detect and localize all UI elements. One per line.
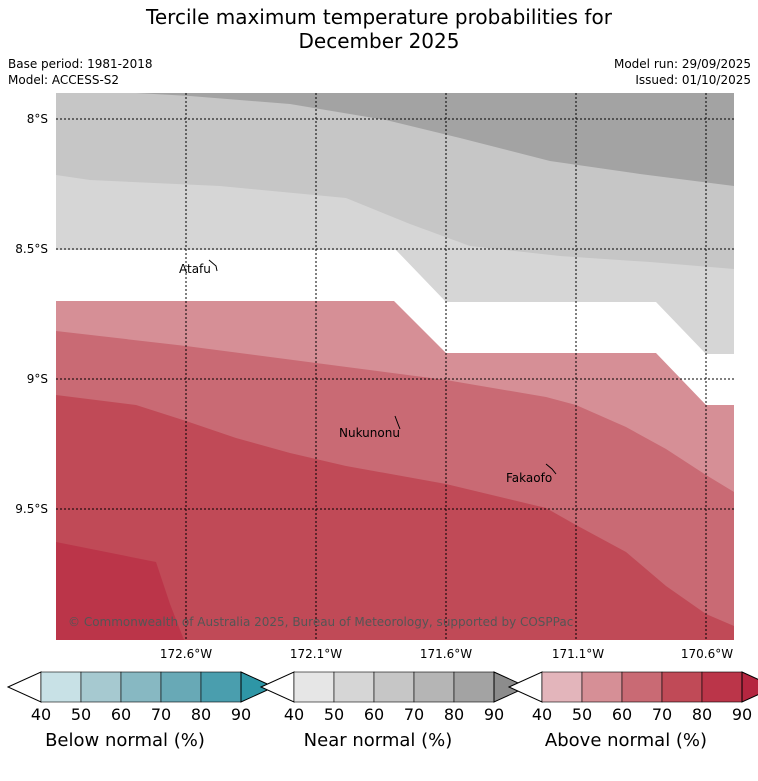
model-name: Model: ACCESS-S2 bbox=[8, 73, 120, 87]
colorbars: 40 50 60 70 80 90 40 50 60 70 80 90 40 50 60 70 80 90 bbox=[6, 671, 758, 724]
colorbar-segment bbox=[413, 671, 455, 703]
lat-tick-labels: 8°S 8.5°S 9°S 9.5°S bbox=[15, 112, 48, 516]
colorbar-tick-label: 90 bbox=[484, 705, 504, 724]
colorbar-tick-label: 80 bbox=[692, 705, 712, 724]
colorbar-tick-label: 70 bbox=[652, 705, 672, 724]
meta-left: Base period: 1981-2018 Model: ACCESS-S2 bbox=[8, 56, 153, 88]
colorbar-below: 40 50 60 70 80 90 bbox=[6, 671, 276, 724]
colorbar-tick-label: 90 bbox=[732, 705, 752, 724]
nukunonu-atoll bbox=[394, 415, 401, 430]
colorbar-tick-label: 80 bbox=[191, 705, 211, 724]
colorbar-tick-label: 60 bbox=[612, 705, 632, 724]
colorbar-segment bbox=[373, 671, 415, 703]
colorbar-segment bbox=[333, 671, 375, 703]
lat-tick-label: 8.5°S bbox=[15, 242, 48, 256]
colorbar-extend-low bbox=[259, 671, 295, 703]
colorbar-extend-high bbox=[741, 671, 758, 703]
lat-tick-label: 8°S bbox=[27, 112, 48, 126]
colorbar-tick-label: 50 bbox=[324, 705, 344, 724]
place-label-fakaofo: Fakaofo bbox=[506, 471, 552, 485]
colorbar-tick-label: 40 bbox=[532, 705, 552, 724]
above-normal-70-region bbox=[56, 395, 734, 640]
colorbar-tick-label: 70 bbox=[151, 705, 171, 724]
base-period: Base period: 1981-2018 bbox=[8, 57, 153, 71]
lon-tick-label: 170.6°W bbox=[681, 647, 733, 661]
colorbar-segment bbox=[621, 671, 663, 703]
colorbar-tick-label: 70 bbox=[404, 705, 424, 724]
above-normal-80-region bbox=[56, 542, 184, 640]
lon-tick-label: 171.1°W bbox=[552, 647, 604, 661]
colorbar-near: 40 50 60 70 80 90 bbox=[259, 671, 529, 724]
lon-tick-label: 171.6°W bbox=[420, 647, 472, 661]
colorbar-tick-label: 90 bbox=[231, 705, 251, 724]
colorbar-segment bbox=[120, 671, 162, 703]
issued-date: Issued: 01/10/2025 bbox=[635, 73, 751, 87]
lon-tick-labels: 172.6°W 172.1°W 171.6°W 171.1°W 170.6°W bbox=[160, 647, 733, 661]
meta-right: Model run: 29/09/2025 Issued: 01/10/2025 bbox=[614, 56, 751, 88]
atoll-outlines bbox=[208, 259, 557, 475]
chart-title: Tercile maximum temperature probabilitie… bbox=[0, 5, 758, 53]
place-label-nukunonu: Nukunonu bbox=[339, 426, 400, 440]
colorbar-tick-label: 50 bbox=[572, 705, 592, 724]
colorbar-extend-low bbox=[6, 671, 42, 703]
title-line-1: Tercile maximum temperature probabilitie… bbox=[146, 5, 612, 29]
colorbar-segment bbox=[200, 671, 242, 703]
colorbar-segment bbox=[581, 671, 623, 703]
colorbar-segment bbox=[701, 671, 743, 703]
colorbar-tick-label: 40 bbox=[31, 705, 51, 724]
colorbar-extend-high bbox=[240, 671, 276, 703]
map-area bbox=[56, 93, 734, 640]
colorbar-segment bbox=[293, 671, 335, 703]
colorbar-label-above: Above normal (%) bbox=[544, 730, 708, 751]
colorbar-tick-label: 60 bbox=[364, 705, 384, 724]
lon-tick-label: 172.6°W bbox=[160, 647, 212, 661]
near-normal-80-region bbox=[136, 93, 734, 186]
colorbar-segment bbox=[541, 671, 583, 703]
colorbar-tick-label: 80 bbox=[444, 705, 464, 724]
colorbar-segment bbox=[453, 671, 495, 703]
lat-tick-label: 9°S bbox=[27, 372, 48, 386]
colorbar-above: 40 50 60 70 80 90 bbox=[507, 671, 758, 724]
colorbar-tick-label: 40 bbox=[284, 705, 304, 724]
fakaofo-atoll bbox=[545, 463, 557, 475]
place-label-atafu: Atafu bbox=[179, 262, 211, 276]
colorbar-label-below: Below normal (%) bbox=[45, 730, 205, 751]
atafu-atoll bbox=[208, 259, 218, 272]
colorbar-segment bbox=[160, 671, 202, 703]
colorbar-tick-label: 50 bbox=[71, 705, 91, 724]
colorbar-segment bbox=[661, 671, 703, 703]
lat-tick-label: 9.5°S bbox=[15, 502, 48, 516]
copyright-notice: © Commonwealth of Australia 2025, Bureau… bbox=[68, 615, 573, 629]
place-labels: Atafu Nukunonu Fakaofo bbox=[179, 262, 552, 485]
graticule bbox=[56, 93, 734, 640]
colorbar-label-near: Near normal (%) bbox=[303, 730, 453, 751]
title-line-2: December 2025 bbox=[298, 29, 460, 53]
model-run: Model run: 29/09/2025 bbox=[613, 57, 751, 71]
colorbar-tick-label: 60 bbox=[111, 705, 131, 724]
colorbar-segment bbox=[80, 671, 122, 703]
colorbar-segment bbox=[40, 671, 82, 703]
lon-tick-label: 172.1°W bbox=[290, 647, 342, 661]
colorbar-extend-low bbox=[507, 671, 543, 703]
